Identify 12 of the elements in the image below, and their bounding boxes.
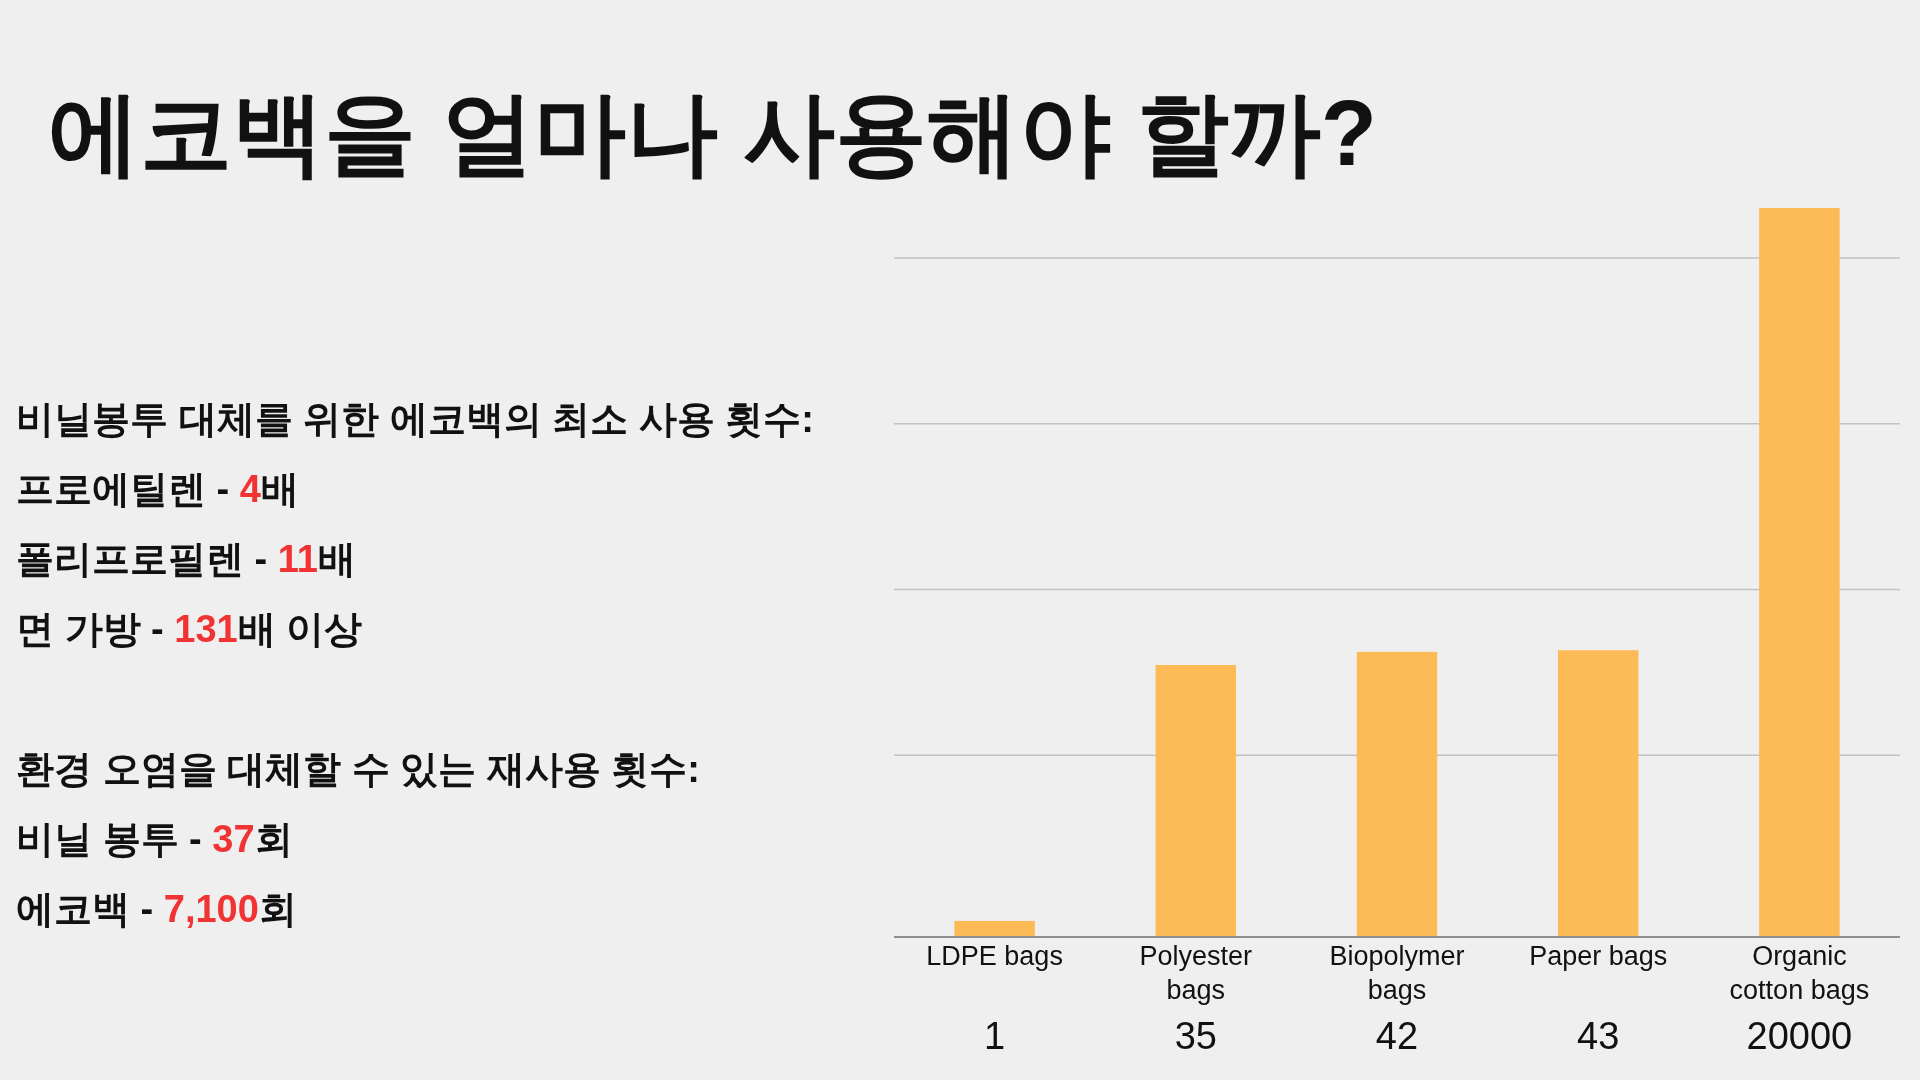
data-label: 1 [984,1015,1006,1057]
x-tick-label: Organic cotton bags [1729,941,1870,1005]
x-tick-label: LDPE bags [926,941,1063,971]
x-tick-label: Biopolymer bags [1329,941,1465,1005]
x-tick-label: Paper bags [1529,941,1668,971]
chart-title: 에코백을 얼마나 사용해야 할까? [48,82,1377,184]
data-label: 43 [1577,1015,1620,1057]
annotations: 비닐봉투 대체를 위한 에코백의 최소 사용 횟수: 프로에틸렌 - 4배 폴리프로필렌 - 11배 면 가방 - 131배 이상 환경 오염을 대체할 수 있는 재사용 횟수: 비닐 봉투 - 37회 에코백 - 7,100회 [16,398,814,930]
x-tick-label: Polyester bags [1139,941,1253,1005]
data-label: 20000 [1746,1015,1853,1057]
data-label: 42 [1375,1015,1419,1057]
data-label: 35 [1174,1015,1217,1057]
